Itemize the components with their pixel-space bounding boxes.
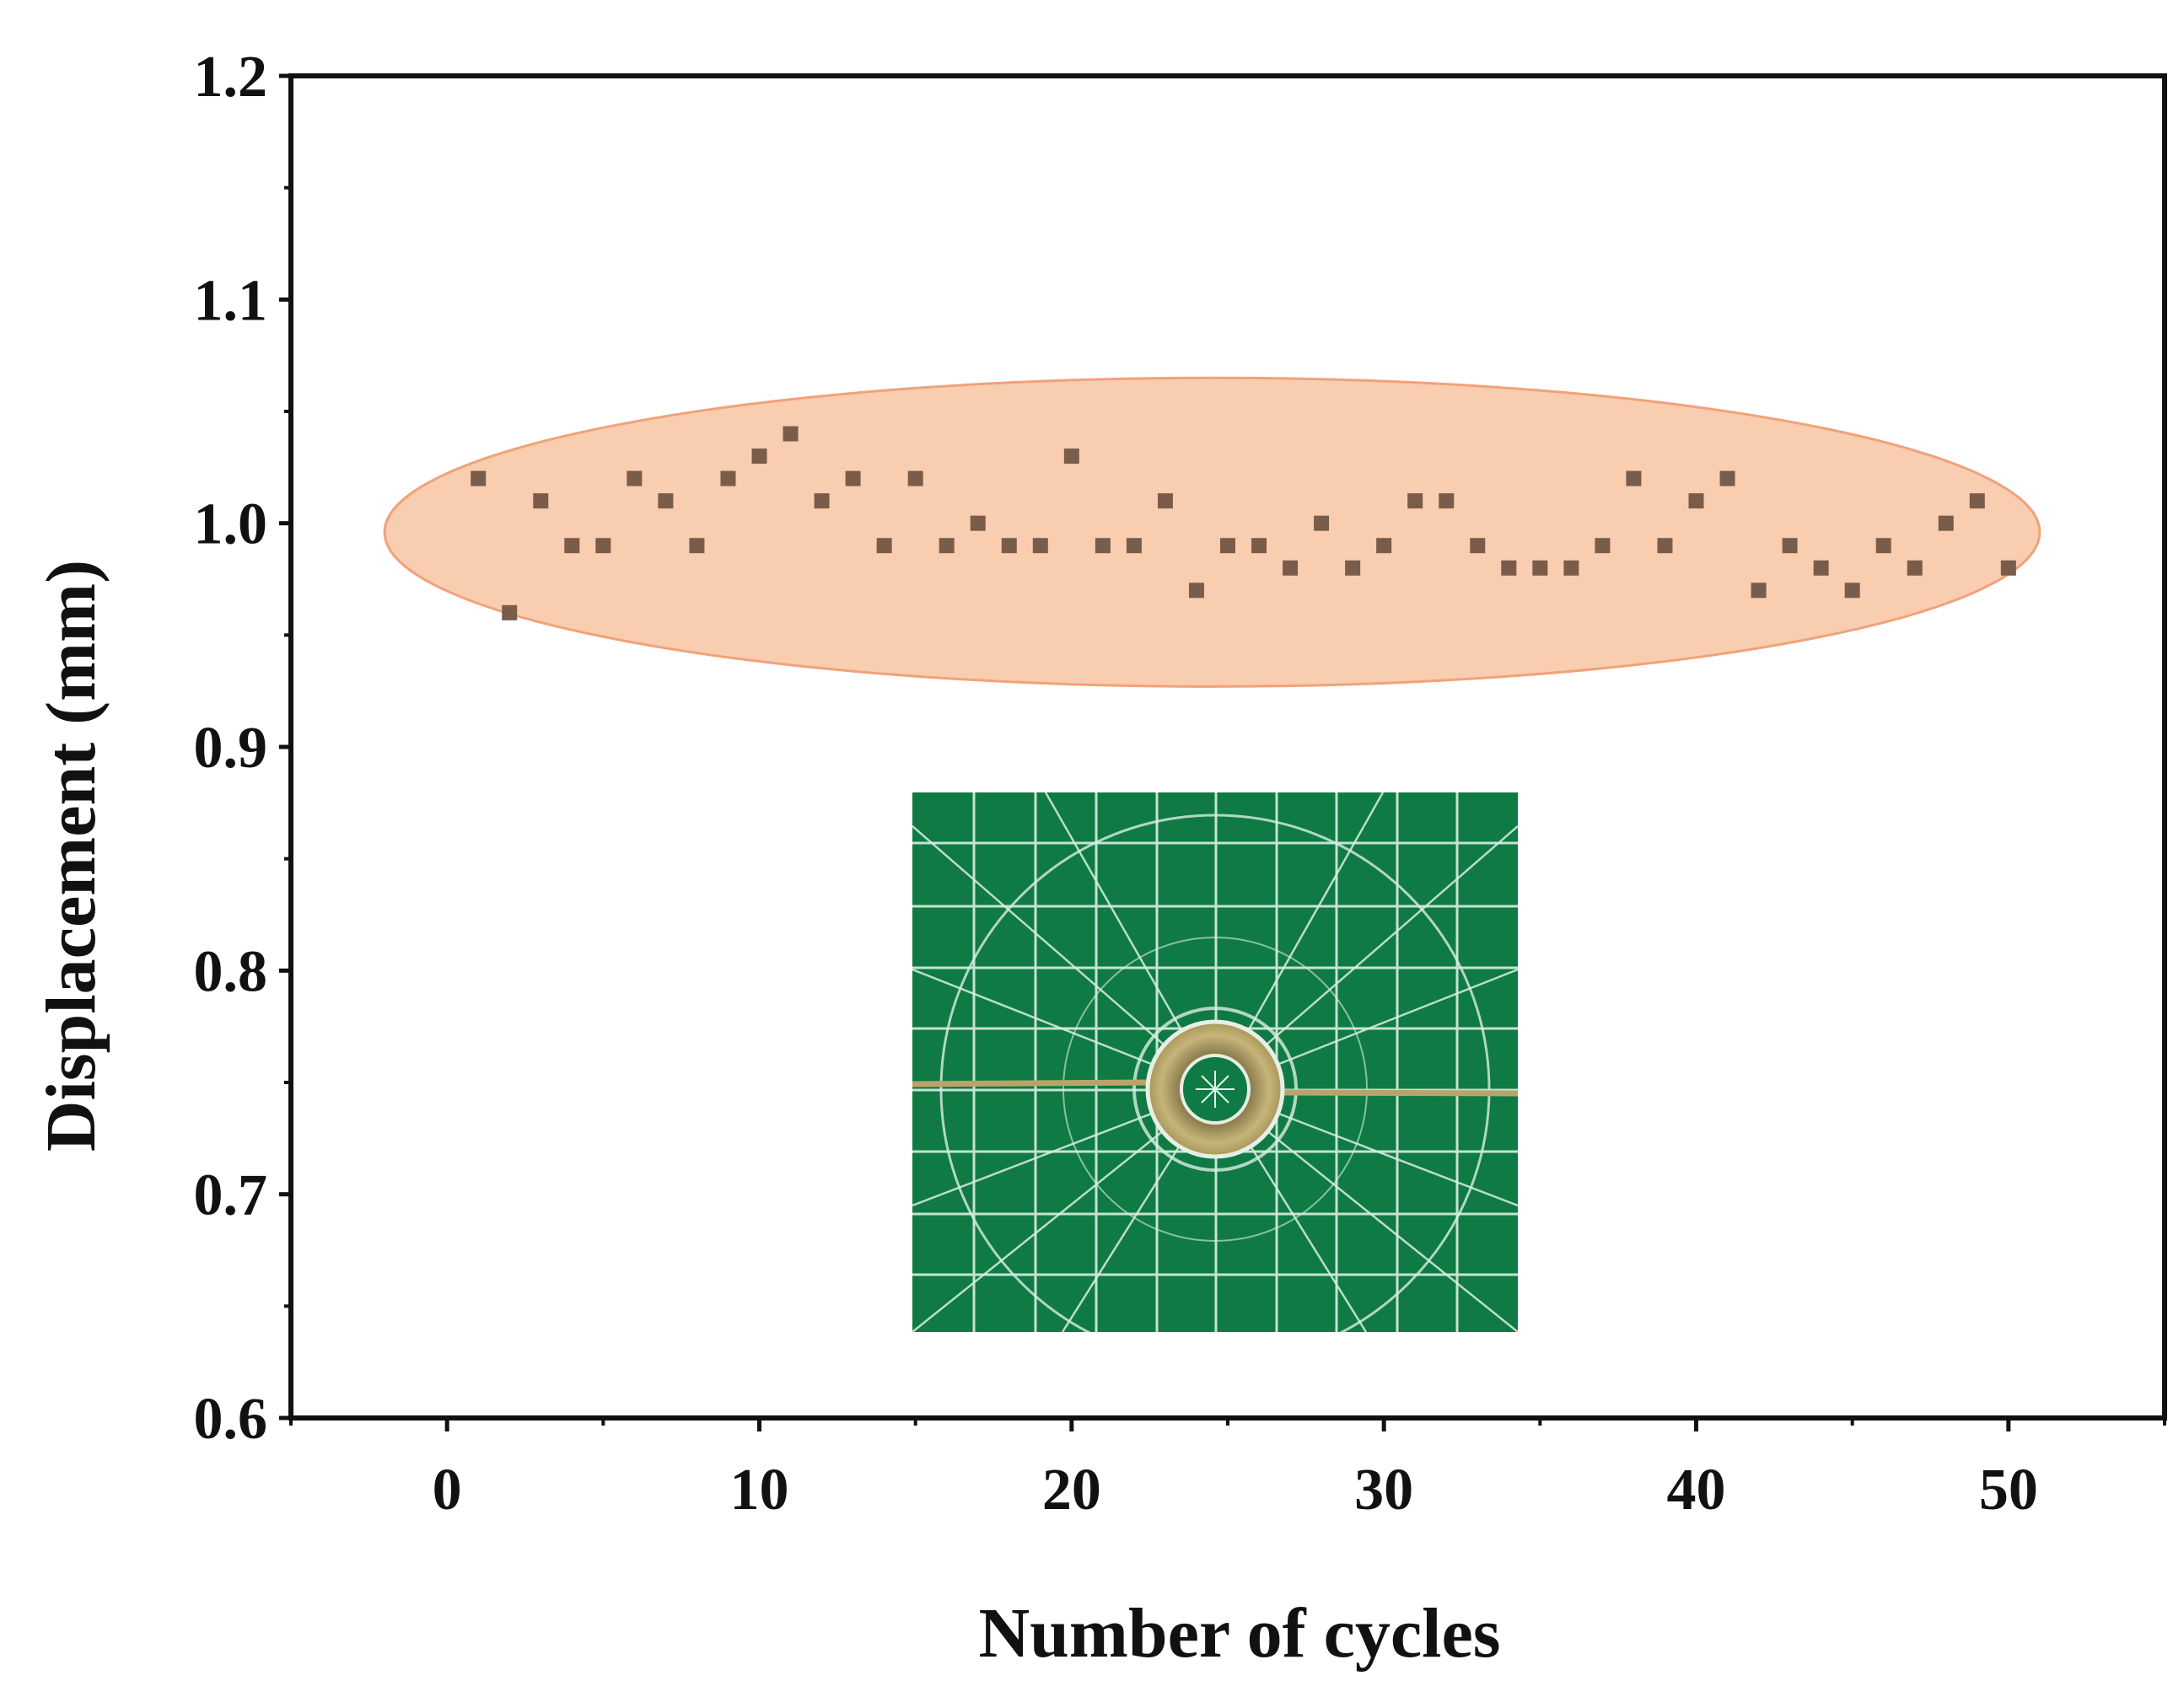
y-tick-label: 1.2 — [194, 45, 268, 110]
data-point — [970, 515, 986, 531]
data-point — [658, 493, 674, 509]
data-point — [1376, 538, 1392, 554]
data-point — [1719, 470, 1735, 486]
data-point — [783, 426, 799, 442]
data-point — [1626, 470, 1642, 486]
data-point — [1844, 583, 1860, 599]
x-axis-title: Number of cycles — [979, 1594, 1501, 1673]
data-point — [1938, 515, 1954, 531]
data-point — [1969, 493, 1985, 509]
x-tick-label: 30 — [1354, 1458, 1413, 1523]
data-point — [533, 493, 549, 509]
data-point — [751, 448, 767, 465]
data-point — [1657, 538, 1673, 554]
data-point — [814, 493, 830, 509]
data-point — [1314, 515, 1330, 531]
data-point — [1470, 538, 1486, 554]
data-point — [1095, 538, 1111, 554]
data-point — [1407, 493, 1423, 509]
data-point — [595, 538, 611, 554]
data-point — [876, 538, 892, 554]
data-point — [471, 470, 487, 486]
data-point — [2000, 560, 2016, 576]
data-point — [1532, 560, 1548, 576]
y-axis-ticks: 0.6 0.7 0.8 0.9 1.0 1.1 1.2 — [194, 45, 291, 1452]
data-point — [1501, 560, 1517, 576]
data-point — [1875, 538, 1891, 554]
y-tick-label: 1.1 — [194, 268, 268, 333]
y-tick-label: 0.9 — [194, 716, 268, 781]
data-point — [1595, 538, 1611, 554]
data-point — [1813, 560, 1829, 576]
data-point — [564, 538, 580, 554]
data-point — [1157, 493, 1173, 509]
data-point — [1063, 448, 1079, 465]
data-point — [502, 604, 518, 620]
data-point — [627, 470, 643, 486]
x-tick-label: 10 — [730, 1458, 789, 1523]
data-point — [1188, 583, 1204, 599]
data-point — [1126, 538, 1142, 554]
data-point — [939, 538, 955, 554]
y-tick-label: 1.0 — [194, 492, 268, 557]
y-tick-label: 0.7 — [194, 1163, 268, 1228]
data-point — [1345, 560, 1361, 576]
y-tick-label: 0.8 — [194, 939, 268, 1004]
data-point — [1032, 538, 1048, 554]
highlight-ellipse — [383, 376, 2041, 688]
x-tick-label: 50 — [1979, 1458, 2038, 1523]
data-point — [1439, 493, 1455, 509]
data-point — [845, 470, 861, 486]
data-point — [1283, 560, 1299, 576]
data-point — [1001, 538, 1017, 554]
y-tick-label: 0.6 — [194, 1387, 268, 1452]
x-tick-label: 0 — [433, 1458, 462, 1523]
data-point — [1220, 538, 1235, 554]
y-axis-title: Displacement (mm) — [32, 560, 110, 1152]
data-point — [1782, 538, 1798, 554]
data-point — [907, 470, 923, 486]
x-axis-ticks: 0 10 20 30 40 50 — [289, 1418, 2166, 1523]
data-point — [1251, 538, 1267, 554]
data-point — [1907, 560, 1923, 576]
data-point — [720, 470, 736, 486]
x-tick-label: 20 — [1042, 1458, 1101, 1523]
data-point — [689, 538, 705, 554]
data-points — [471, 426, 2016, 620]
data-point — [1563, 560, 1579, 576]
ring-sample-photo-icon — [912, 792, 1519, 1332]
x-tick-label: 40 — [1667, 1458, 1726, 1523]
data-point — [1751, 583, 1767, 599]
data-point — [1688, 493, 1704, 509]
